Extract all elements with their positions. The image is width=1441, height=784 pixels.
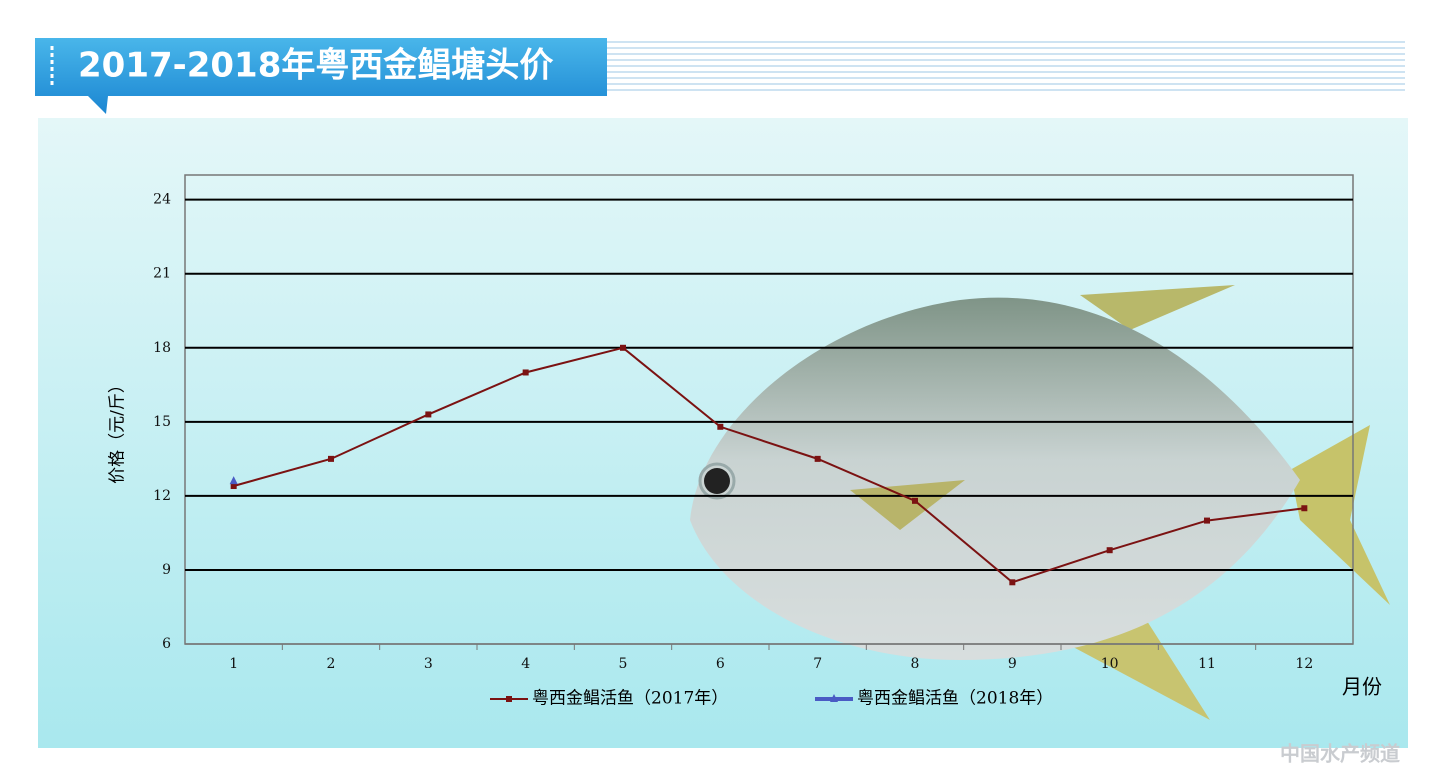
point [328,455,334,462]
y-tick-label: 9 [162,562,171,578]
point [229,476,238,485]
point [717,423,724,430]
x-tick-label: 2 [327,656,336,672]
point [425,411,432,418]
x-axis-label: 月份 [1342,675,1382,699]
banner-stripes [607,41,1405,91]
x-tick-label: 6 [716,656,725,672]
x-tick-label: 3 [424,656,433,672]
y-tick-label: 24 [153,192,171,208]
point [1301,505,1308,512]
point [506,696,512,702]
y-tick-label: 18 [153,340,171,356]
point [620,344,626,351]
chart-title: 2017-2018年粤西金鲳塘头价 [78,46,553,86]
series-line [233,346,1305,584]
x-tick-label: 11 [1198,656,1216,672]
x-tick-label: 9 [1008,656,1017,672]
y-axis-label: 价格（元/斤） [108,376,128,484]
x-tick-label: 7 [813,656,822,672]
x-tick-label: 12 [1295,656,1313,672]
point [1009,579,1016,586]
x-tick-label: 10 [1101,656,1119,672]
y-tick-label: 12 [153,488,171,504]
watermark: 中国水产频道 [1280,742,1400,766]
y-tick-label: 6 [162,636,171,652]
point [1204,517,1210,524]
x-tick-label: 8 [911,656,920,672]
legend-label: 粤西金鲳活鱼（2018年） [857,689,1053,709]
point [912,497,918,504]
title-banner [35,38,607,114]
point [230,483,237,490]
point [1106,547,1113,554]
legend-label: 粤西金鲳活鱼（2017年） [532,689,728,709]
y-tick-label: 21 [153,266,171,282]
x-tick-label: 4 [521,656,530,672]
x-tick-label: 5 [619,656,628,672]
point [814,455,821,462]
x-tick-label: 1 [229,656,238,672]
point [830,694,838,702]
point [522,369,529,376]
y-tick-label: 15 [153,414,171,430]
